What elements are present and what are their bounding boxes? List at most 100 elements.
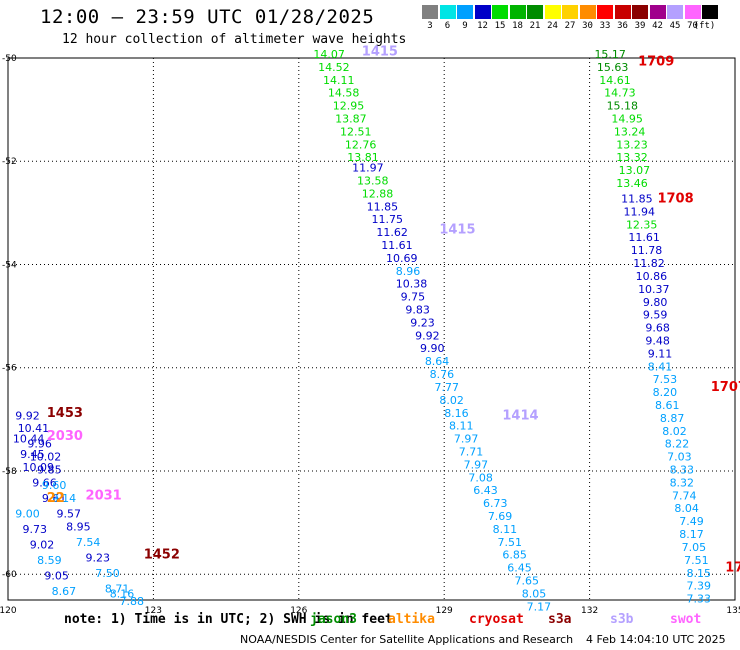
wave-height-value: 7.54	[76, 536, 101, 549]
wave-height-value: 8.15	[687, 567, 712, 580]
wave-height-value: 9.85	[37, 464, 62, 477]
wave-height-value: 13.87	[335, 113, 367, 126]
wave-height-value: 13.32	[616, 151, 648, 164]
wave-height-value: 7.51	[684, 554, 709, 567]
wave-height-value: 9.92	[415, 329, 440, 342]
wave-height-value: 10.38	[396, 278, 428, 291]
map-title: 12:00 — 23:59 UTC 01/28/2025	[40, 6, 375, 28]
wave-height-value: 12.51	[340, 125, 372, 138]
color-scale-label: 70	[687, 21, 698, 31]
wave-height-value: 7.69	[488, 510, 513, 523]
wave-height-value: 8.96	[396, 265, 421, 278]
wave-height-value: 9.83	[405, 304, 430, 317]
wave-height-value: 12.76	[345, 138, 377, 151]
color-scale-swatch	[422, 5, 438, 19]
color-scale-swatch	[474, 5, 491, 19]
wave-height-value: 7.51	[498, 536, 522, 549]
wave-height-value: 7.88	[119, 595, 143, 608]
color-scale-swatch	[509, 5, 526, 19]
pass-time-label: 22	[47, 491, 65, 506]
wave-height-value: 8.76	[430, 368, 455, 381]
wave-height-value: 10.09	[23, 461, 55, 474]
color-scale-swatch	[562, 5, 578, 19]
wave-height-value: 10.69	[386, 252, 418, 265]
wave-height-value: 8.32	[670, 476, 695, 489]
wave-height-value: 11.85	[367, 200, 399, 213]
color-scale-swatch	[597, 5, 613, 19]
wave-height-value: 8.87	[660, 412, 685, 425]
color-scale-label: 9	[462, 21, 468, 31]
wave-height-value: 9.73	[23, 523, 48, 536]
wave-height-value: 8.11	[449, 420, 474, 433]
wave-height-value: 12.95	[333, 100, 365, 113]
wave-height-value: 9.90	[420, 342, 445, 355]
wave-height-value: 7.05	[682, 541, 707, 554]
wave-height-value: 11.82	[633, 257, 665, 270]
wave-height-value: 8.16	[110, 587, 135, 600]
footnote: note: 1) Time is in UTC; 2) SWH is in fe…	[64, 612, 393, 627]
wave-height-value: 8.20	[653, 386, 678, 399]
wave-height-value: 7.97	[454, 433, 479, 446]
wave-height-value: 14.61	[599, 74, 631, 87]
pass-time-label: 1415	[439, 223, 475, 238]
wave-height-value: 10.41	[18, 422, 50, 435]
wave-height-value: 9.14	[52, 492, 76, 505]
wave-height-value: 11.61	[628, 231, 660, 244]
pass-time-label: 1707	[711, 380, 740, 395]
color-scale-label: 36	[617, 21, 628, 31]
satellite-legend-swot: swot	[670, 612, 702, 627]
pass-time-label: 1414	[502, 408, 538, 423]
wave-height-value: 7.50	[95, 567, 120, 580]
longitude-tick-label: 120	[0, 606, 17, 616]
wave-height-value: 14.58	[328, 87, 360, 100]
map-subtitle: 12 hour collection of altimeter wave hei…	[62, 32, 407, 47]
pass-time-label: 1452	[144, 548, 180, 563]
color-scale-swatch	[667, 5, 683, 19]
wave-height-value: 8.22	[665, 438, 690, 451]
credit-line: NOAA/NESDIS Center for Satellite Applica…	[240, 633, 574, 646]
wave-height-value: 9.92	[15, 409, 40, 422]
generation-timestamp: 4 Feb 14:04:10 UTC 2025	[586, 633, 726, 646]
color-scale-swatch	[544, 5, 561, 19]
satellite-legend-cryosat: cryosat	[469, 612, 524, 627]
wave-height-value: 7.53	[653, 373, 678, 386]
wave-height-value: 9.68	[645, 322, 670, 335]
wave-height-value: 9.05	[44, 569, 69, 582]
wave-height-value: 6.43	[473, 484, 498, 497]
wave-height-value: 8.61	[655, 399, 680, 412]
wave-height-value: 7.39	[687, 580, 712, 593]
color-scale-swatch	[632, 5, 648, 19]
wave-height-value: 13.24	[614, 125, 646, 138]
wave-height-value: 9.23	[86, 551, 111, 564]
wave-height-value: 9.75	[401, 291, 426, 304]
satellite-legend-jason3: jason3	[310, 612, 357, 627]
longitude-tick-label: 135	[726, 606, 740, 616]
satellite-legend-altika: altika	[388, 612, 435, 627]
color-scale-label: 12	[477, 21, 488, 31]
latitude-tick-label: -60	[2, 570, 17, 580]
wave-height-value: 11.85	[621, 193, 653, 206]
wave-height-value: 6.45	[507, 562, 532, 575]
wave-height-value: 15.18	[607, 100, 639, 113]
wave-height-value: 9.60	[42, 479, 67, 492]
wave-height-value: 8.16	[444, 407, 469, 420]
pass-time-label: 1708	[657, 192, 693, 207]
color-scale-swatch	[457, 5, 473, 19]
wave-height-value: 12.35	[626, 218, 658, 231]
wave-height-value: 14.11	[323, 74, 355, 87]
wave-height-value: 8.17	[679, 528, 704, 541]
latitude-tick-label: -58	[2, 467, 17, 477]
pass-time-label: 1415	[362, 44, 398, 59]
color-scale-swatch	[684, 5, 701, 19]
wave-height-value: 14.52	[318, 61, 350, 74]
longitude-tick-label: 126	[290, 606, 307, 616]
color-scale-label: 6	[444, 21, 451, 31]
color-scale-label: 45	[669, 21, 681, 31]
wave-height-value: 14.07	[313, 48, 345, 61]
wave-height-value: 9.96	[27, 438, 51, 451]
wave-height-value: 8.02	[662, 425, 687, 438]
wave-height-value: 13.81	[347, 151, 379, 164]
wave-height-value: 11.75	[372, 213, 404, 226]
wave-height-value: 13.07	[619, 164, 651, 177]
wave-height-value: 9.48	[645, 334, 670, 347]
